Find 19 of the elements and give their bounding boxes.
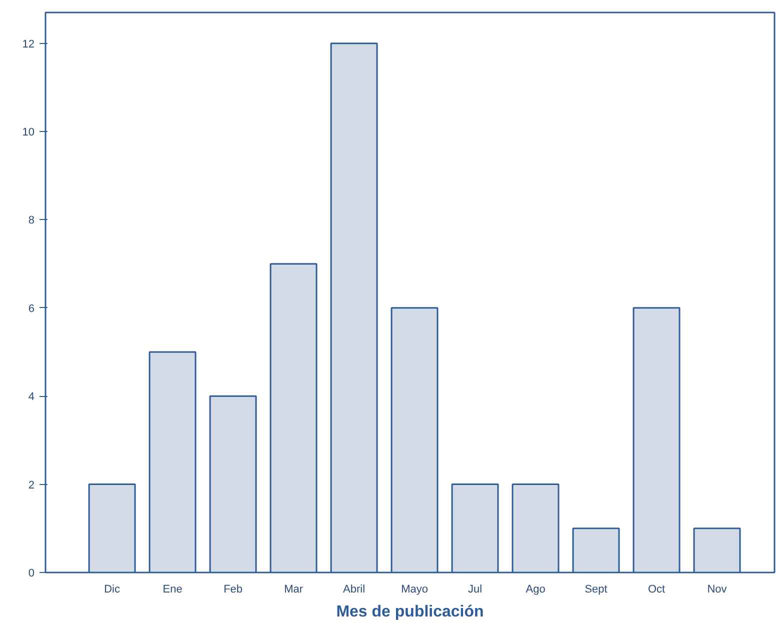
x-tick-label: Abril	[343, 584, 366, 596]
y-tick-label: 4	[28, 391, 35, 404]
x-tick-label: Feb	[224, 584, 243, 596]
x-tick-label: Ene	[162, 584, 182, 596]
x-axis-title: Mes de publicación	[336, 604, 484, 620]
x-tick-label: Jul	[468, 584, 482, 596]
x-tick-label: Sept	[584, 584, 608, 596]
y-tick-label: 10	[22, 126, 35, 139]
x-tick-label: Mayo	[401, 584, 428, 596]
x-tick-label: Nov	[707, 584, 728, 596]
x-tick-label: Mar	[284, 584, 304, 596]
y-tick-label: 0	[28, 568, 35, 580]
x-tick-label: Dic	[104, 584, 120, 596]
y-tick-label: 6	[28, 302, 35, 315]
x-tick-label: Ago	[526, 584, 546, 596]
x-tick-label: Oct	[648, 584, 666, 596]
y-tick-label: 8	[28, 214, 35, 227]
y-tick-label: 2	[28, 479, 35, 492]
y-tick-label: 12	[22, 38, 35, 50]
